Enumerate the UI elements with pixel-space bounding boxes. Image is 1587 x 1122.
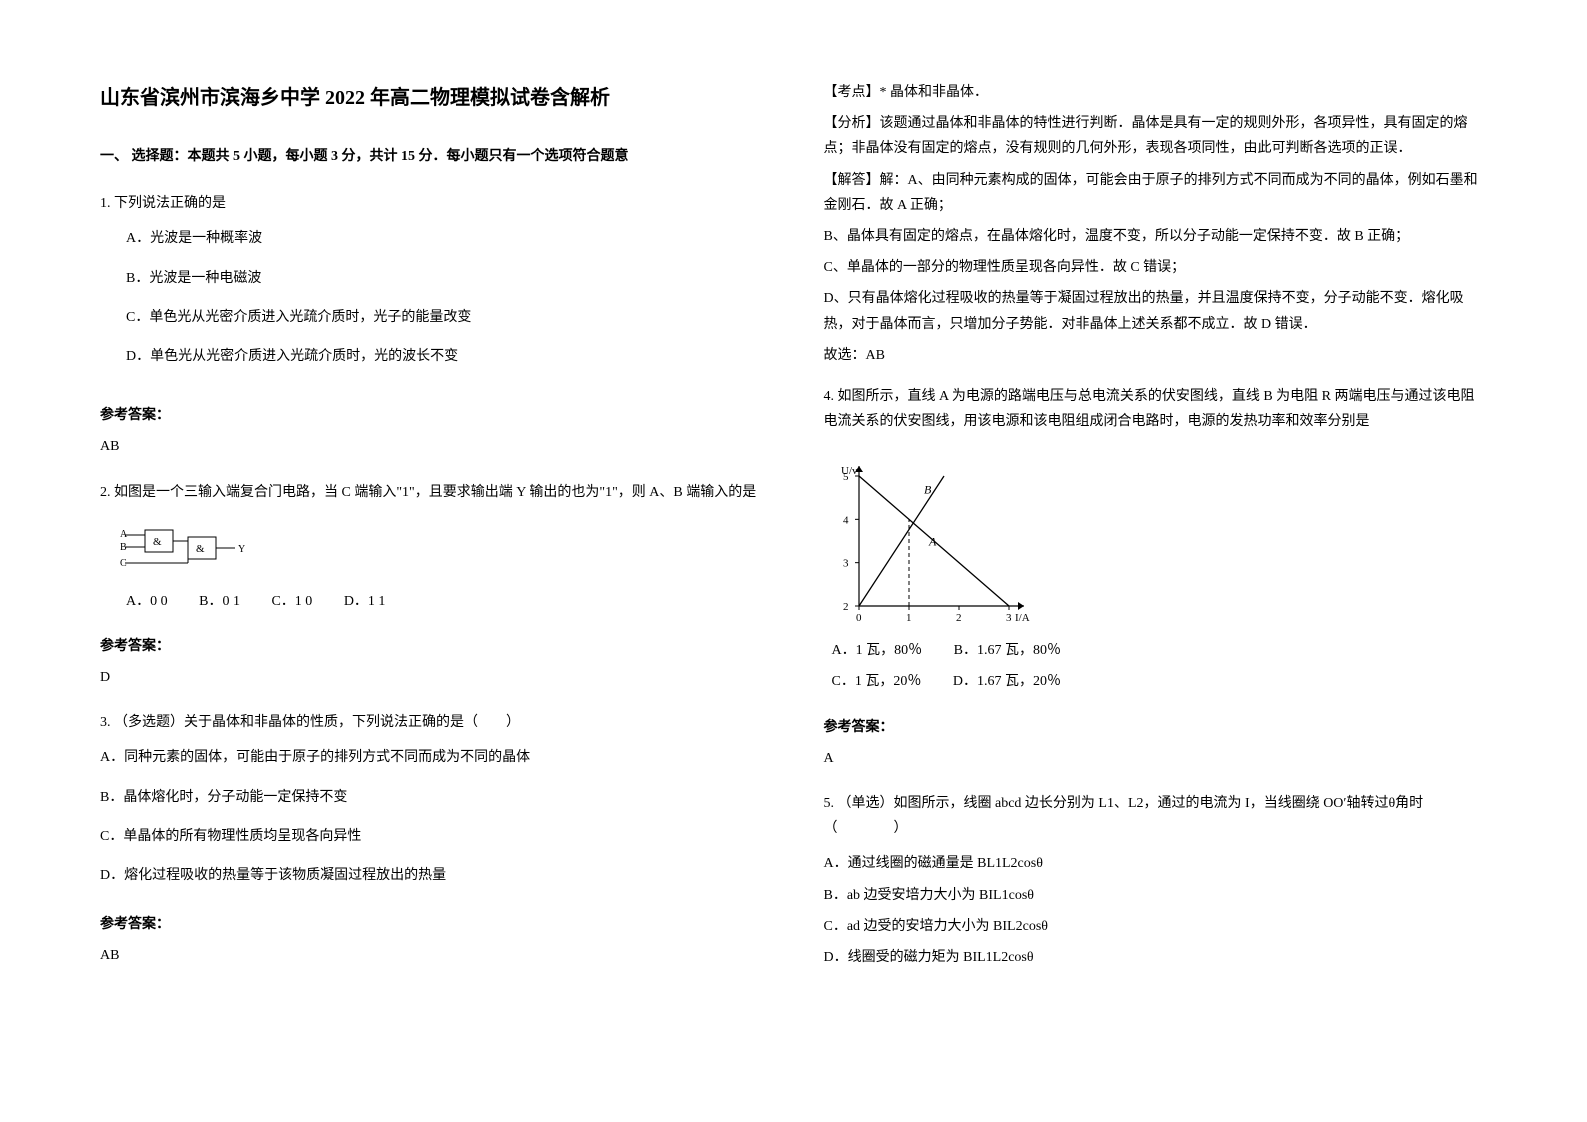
svg-text:C: C <box>120 558 127 569</box>
q2-stem: 2. 如图是一个三输入端复合门电路，当 C 端输入"1"，且要求输出端 Y 输出… <box>100 480 764 505</box>
q3-answer: AB <box>100 943 764 968</box>
q3-options: A．同种元素的固体，可能由于原子的排列方式不同而成为不同的晶体 B．晶体熔化时，… <box>100 745 764 902</box>
q2-answer: D <box>100 665 764 690</box>
q4-answer: A <box>824 746 1488 771</box>
svg-text:I/A: I/A <box>1015 612 1030 624</box>
svg-text:A: A <box>120 529 128 540</box>
q5-options: A．通过线圈的磁通量是 BL1L2cosθ B．ab 边受安培力大小为 BIL1… <box>824 851 1488 976</box>
svg-text:1: 1 <box>906 612 912 624</box>
svg-text:2: 2 <box>956 612 962 624</box>
q5-option-c: C．ad 边受的安培力大小为 BIL2cosθ <box>824 914 1488 939</box>
right-column: 【考点】* 晶体和非晶体． 【分析】该题通过晶体和非晶体的特性进行判断．晶体是具… <box>824 80 1488 1082</box>
svg-text:U/v: U/v <box>841 465 858 477</box>
left-column: 山东省滨州市滨海乡中学 2022 年高二物理模拟试卷含解析 一、 选择题：本题共… <box>100 80 764 1082</box>
q3-exp-a: 解：A、由同种元素构成的固体，可能会由于原子的排列方式不同而成为不同的晶体，例如… <box>824 173 1478 213</box>
svg-text:B: B <box>120 542 127 553</box>
q3-option-b: B．晶体熔化时，分子动能一定保持不变 <box>100 785 764 810</box>
page-title: 山东省滨州市滨海乡中学 2022 年高二物理模拟试卷含解析 <box>100 80 764 116</box>
q2-option-d: D．1 1 <box>344 589 386 614</box>
q1-stem: 1. 下列说法正确的是 <box>100 191 764 216</box>
svg-text:0: 0 <box>856 612 862 624</box>
q3-option-c: C．单晶体的所有物理性质均呈现各向异性 <box>100 824 764 849</box>
q4-option-b: B．1.67 瓦，80％ <box>954 638 1061 663</box>
q3-exp-b: B、晶体具有固定的熔点，在晶体熔化时，温度不变，所以分子动能一定保持不变．故 B… <box>824 224 1488 249</box>
svg-text:&: & <box>153 536 162 548</box>
q4-option-c: C．1 瓦，20％ <box>832 669 922 694</box>
q1-answer-label: 参考答案： <box>100 403 764 428</box>
q3-stem: 3. （多选题）关于晶体和非晶体的性质，下列说法正确的是（ ） <box>100 710 764 735</box>
q3-answer-label: 参考答案： <box>100 912 764 937</box>
exp-point-label: 【考点】 <box>824 85 880 100</box>
svg-text:2: 2 <box>843 601 849 613</box>
q5-stem: 5. （单选）如图所示，线圈 abcd 边长分别为 L1、L2，通过的电流为 I… <box>824 791 1488 841</box>
q3-exp-sel: 故选：AB <box>824 343 1488 368</box>
exp-analysis-text: 该题通过晶体和非晶体的特性进行判断．晶体是具有一定的规则外形，各项异性，具有固定… <box>824 116 1468 156</box>
q4-option-d: D．1.67 瓦，20％ <box>953 669 1061 694</box>
q4-answer-label: 参考答案： <box>824 715 1488 740</box>
svg-text:4: 4 <box>843 515 849 527</box>
circuit-diagram: A B & C & Y <box>120 525 260 575</box>
q4-options-row2: C．1 瓦，20％ D．1.67 瓦，20％ <box>832 669 1488 694</box>
q2-option-c: C．1 0 <box>271 589 312 614</box>
q3-exp-analysis: 【分析】该题通过晶体和非晶体的特性进行判断．晶体是具有一定的规则外形，各项异性，… <box>824 111 1488 161</box>
q5-option-d: D．线圈受的磁力矩为 BIL1L2cosθ <box>824 945 1488 970</box>
q2-options: A．0 0 B．0 1 C．1 0 D．1 1 <box>126 589 764 614</box>
q1-option-c: C．单色光从光密介质进入光疏介质时，光子的能量改变 <box>126 305 764 330</box>
exp-point-text: * 晶体和非晶体． <box>880 85 989 100</box>
q5-option-a: A．通过线圈的磁通量是 BL1L2cosθ <box>824 851 1488 876</box>
q3-option-d: D．熔化过程吸收的热量等于该物质凝固过程放出的热量 <box>100 863 764 888</box>
q4-graph: 01232345ABU/vI/A <box>824 456 1044 626</box>
svg-text:&: & <box>196 543 205 555</box>
q1-answer: AB <box>100 434 764 459</box>
q3-exp-answer-a: 【解答】解：A、由同种元素构成的固体，可能会由于原子的排列方式不同而成为不同的晶… <box>824 168 1488 218</box>
svg-text:Y: Y <box>238 544 245 555</box>
svg-text:3: 3 <box>843 558 849 570</box>
q4-stem: 4. 如图所示，直线 A 为电源的路端电压与总电流关系的伏安图线，直线 B 为电… <box>824 384 1488 434</box>
svg-text:B: B <box>924 483 932 497</box>
q3-option-a: A．同种元素的固体，可能由于原子的排列方式不同而成为不同的晶体 <box>100 745 764 770</box>
exp-answer-label: 【解答】 <box>824 173 880 188</box>
q2-answer-label: 参考答案： <box>100 634 764 659</box>
q1-option-b: B．光波是一种电磁波 <box>126 266 764 291</box>
q2-option-a: A．0 0 <box>126 589 168 614</box>
q1-option-d: D．单色光从光密介质进入光疏介质时，光的波长不变 <box>126 344 764 369</box>
svg-text:A: A <box>928 535 937 549</box>
q3-exp-c: C、单晶体的一部分的物理性质呈现各向异性．故 C 错误； <box>824 255 1488 280</box>
q2-option-b: B．0 1 <box>199 589 240 614</box>
q4-options-row1: A．1 瓦，80％ B．1.67 瓦，80％ <box>832 638 1488 663</box>
section-header: 一、 选择题：本题共 5 小题，每小题 3 分，共计 15 分．每小题只有一个选… <box>100 144 764 169</box>
q1-options: A．光波是一种概率波 B．光波是一种电磁波 C．单色光从光密介质进入光疏介质时，… <box>126 226 764 383</box>
q5-option-b: B．ab 边受安培力大小为 BIL1cosθ <box>824 883 1488 908</box>
exp-analysis-label: 【分析】 <box>824 116 880 131</box>
q4-option-a: A．1 瓦，80％ <box>832 638 923 663</box>
svg-text:3: 3 <box>1006 612 1012 624</box>
q1-option-a: A．光波是一种概率波 <box>126 226 764 251</box>
q3-exp-point: 【考点】* 晶体和非晶体． <box>824 80 1488 105</box>
q3-exp-d: D、只有晶体熔化过程吸收的热量等于凝固过程放出的热量，并且温度保持不变，分子动能… <box>824 286 1488 336</box>
